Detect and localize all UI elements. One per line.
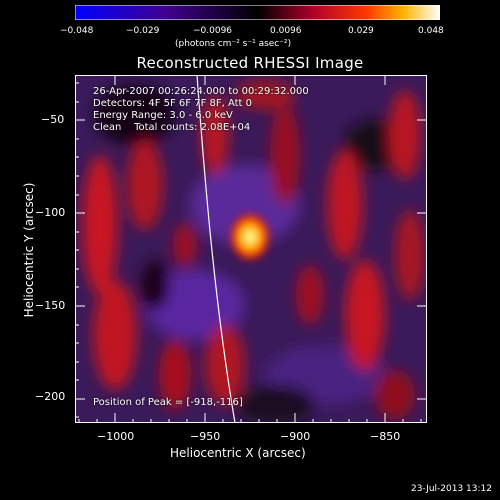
solar-limb-line: [196, 75, 236, 423]
x-tick-label: −1000: [97, 430, 135, 443]
colorbar-tick: 0.029: [348, 26, 374, 36]
plot-overlay: [75, 75, 427, 423]
colorbar-tick: −0.048: [60, 26, 94, 36]
heatmap: [75, 75, 427, 423]
y-tick-label: −200: [35, 390, 66, 403]
peak-position-text: Position of Peak = [-918,-116]: [93, 397, 243, 408]
x-tick-label: −950: [190, 430, 221, 443]
colorbar-tick: −0.029: [126, 26, 160, 36]
plot-title: Reconstructed RHESSI Image: [136, 54, 364, 72]
detectors-text: Detectors: 4F 5F 6F 7F 8F, Att 0: [93, 98, 253, 109]
x-axis-label: Heliocentric X (arcsec): [170, 446, 306, 460]
y-axis-label: Heliocentric Y (arcsec): [22, 182, 36, 318]
colorbar-tick: 0.0096: [270, 26, 302, 36]
image-plot: [75, 75, 427, 423]
timestamp: 23-Jul-2013 13:12: [410, 484, 492, 494]
clean-counts-text: Clean Total counts: 2.08E+04: [93, 122, 251, 133]
y-tick-label: −150: [35, 299, 66, 312]
time-range-text: 26-Apr-2007 00:26:24.000 to 00:29:32.000: [93, 86, 309, 97]
y-tick-label: −100: [35, 206, 66, 219]
colorbar-units: (photons cm⁻² s⁻¹ asec⁻²): [175, 39, 292, 49]
colorbar: [75, 5, 440, 20]
colorbar-tick: −0.0096: [193, 26, 233, 36]
y-tick-label: −50: [41, 113, 65, 126]
x-tick-label: −900: [280, 430, 311, 443]
colorbar-tick: 0.048: [418, 26, 444, 36]
x-tick-label: −850: [370, 430, 401, 443]
energy-range-text: Energy Range: 3.0 - 6.0 keV: [93, 110, 233, 121]
